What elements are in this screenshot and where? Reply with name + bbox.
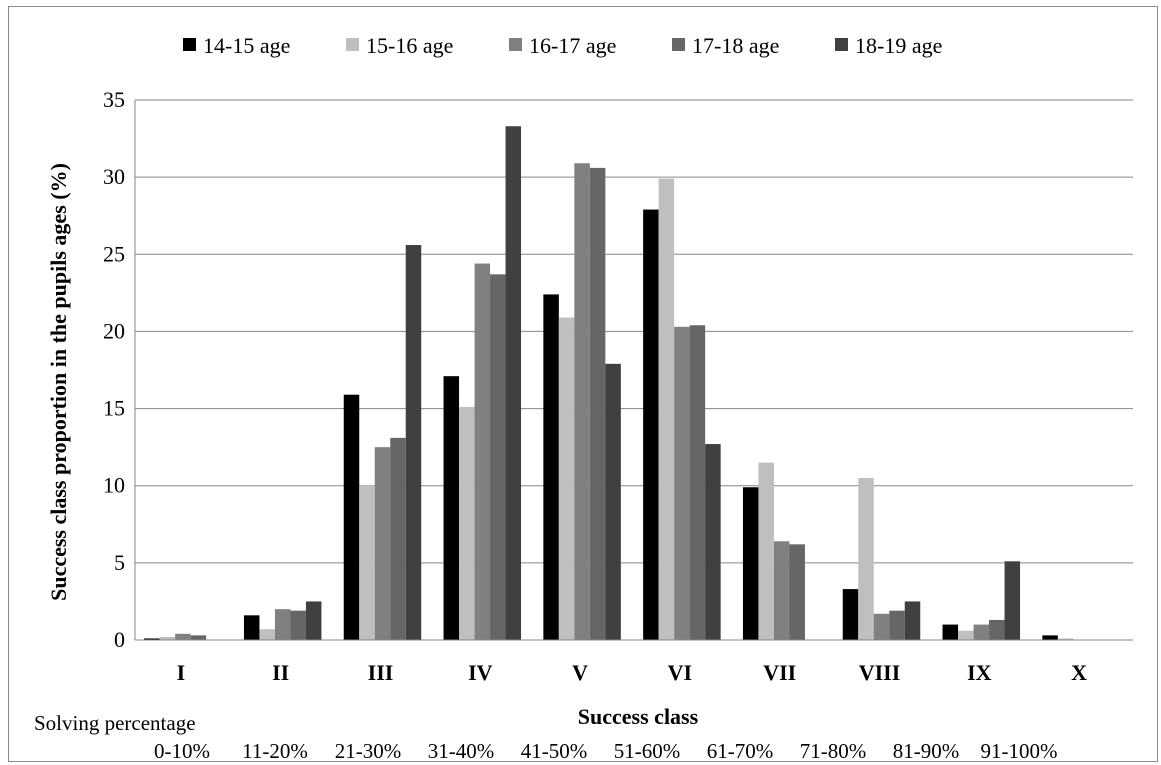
x-axis-title: Success class — [578, 704, 699, 729]
bar-v-14-15-age — [543, 294, 559, 640]
solving-percentage-labels: 0-10% 11-20% 21-30% 31-40% 41-50% 51-60% 61-70… — [154, 739, 1058, 763]
bar-vii-17-18-age — [789, 544, 805, 640]
bar-iv-15-16-age — [459, 407, 475, 640]
legend-label-16-17-age: 16-17 age — [529, 33, 616, 58]
bar-vii-14-15-age — [742, 487, 759, 640]
category-label-iii: III — [368, 660, 394, 685]
solving-percentage-4: 31-40% — [428, 739, 495, 763]
solving-percentage-7: 61-70% — [707, 739, 774, 763]
bar-x-15-16-age — [1057, 638, 1074, 640]
bar-v-17-18-age — [589, 167, 606, 640]
bar-vi-17-18-age — [689, 325, 706, 640]
bar-ix-14-15-age — [942, 624, 959, 640]
bar-ix-15-16-age — [958, 630, 974, 640]
bar-v-16-17-age — [574, 163, 590, 640]
bar-iv-16-17-age — [474, 263, 491, 640]
solving-percentage-6: 51-60% — [614, 739, 681, 763]
bar-viii-15-16-age — [858, 478, 874, 640]
bar-x-14-15-age — [1042, 635, 1058, 640]
bar-ii-15-16-age — [259, 629, 275, 640]
bar-i-17-18-age — [190, 635, 207, 640]
bar-iii-18-19-age — [405, 245, 422, 640]
bar-iii-15-16-age — [359, 485, 375, 640]
bar-iv-18-19-age — [505, 126, 522, 640]
legend-swatch-18-19-age — [835, 38, 848, 51]
y-tick-label-5: 5 — [114, 550, 125, 575]
bar-vii-15-16-age — [758, 462, 774, 640]
y-tick-label-20: 20 — [103, 318, 125, 343]
bar-ii-18-19-age — [305, 601, 322, 640]
legend-swatch-15-16-age — [346, 38, 359, 51]
legend-label-15-16-age: 15-16 age — [366, 33, 453, 58]
legend-label-18-19-age: 18-19 age — [855, 33, 942, 58]
y-tick-label-30: 30 — [103, 164, 125, 189]
solving-percentage-10: 91-100% — [981, 739, 1058, 763]
bar-v-15-16-age — [558, 317, 575, 640]
bar-vi-16-17-age — [674, 326, 690, 640]
category-label-i: I — [177, 660, 186, 685]
bar-i-15-16-age — [159, 636, 176, 640]
bar-iv-14-15-age — [443, 376, 460, 640]
y-tick-label-25: 25 — [103, 241, 125, 266]
bar-ii-16-17-age — [274, 609, 291, 640]
solving-percentage-1: 0-10% — [154, 739, 210, 763]
bars — [144, 126, 1074, 641]
bar-ix-18-19-age — [1004, 561, 1021, 640]
legend-swatch-17-18-age — [672, 38, 685, 51]
bar-viii-16-17-age — [873, 613, 890, 640]
solving-percentage-9: 81-90% — [893, 739, 960, 763]
category-label-ix: IX — [967, 660, 992, 685]
y-tick-label-35: 35 — [103, 87, 125, 112]
category-label-x: X — [1071, 660, 1087, 685]
category-label-viii: VIII — [859, 660, 901, 685]
category-label-vii: VII — [763, 660, 796, 685]
category-labels: I II III IV V VI VII VIII IX X — [177, 660, 1088, 685]
legend-swatch-16-17-age — [509, 38, 522, 51]
category-label-ii: II — [272, 660, 289, 685]
legend-swatch-14-15-age — [183, 38, 196, 51]
bar-i-14-15-age — [144, 638, 160, 640]
bar-v-18-19-age — [605, 363, 621, 640]
bar-vi-18-19-age — [705, 444, 721, 640]
solving-percentage-8: 71-80% — [800, 739, 867, 763]
bar-iv-17-18-age — [490, 274, 506, 640]
category-label-vi: VI — [668, 660, 692, 685]
solving-percentage-2: 11-20% — [242, 739, 308, 763]
y-axis-title: Success class proportion in the pupils a… — [46, 163, 71, 601]
solving-percentage-3: 21-30% — [335, 739, 402, 763]
bar-ix-16-17-age — [973, 624, 990, 640]
category-label-v: V — [572, 660, 588, 685]
y-tick-label-0: 0 — [114, 627, 125, 652]
y-tick-label-15: 15 — [103, 396, 125, 421]
legend: 14-15 age 15-16 age 16-17 age 17-18 age 18-1… — [183, 33, 942, 58]
bar-iii-14-15-age — [343, 394, 360, 640]
bar-ii-14-15-age — [243, 615, 260, 640]
bar-viii-18-19-age — [904, 601, 921, 640]
y-tick-label-10: 10 — [103, 473, 125, 498]
bar-vi-14-15-age — [643, 209, 659, 641]
bar-viii-17-18-age — [889, 610, 905, 640]
solving-percentage-5: 41-50% — [521, 739, 588, 763]
legend-label-17-18-age: 17-18 age — [692, 33, 779, 58]
solving-percentage-label: Solving percentage — [34, 711, 196, 735]
bar-ix-17-18-age — [989, 619, 1005, 640]
category-label-iv: IV — [468, 660, 493, 685]
legend-label-14-15-age: 14-15 age — [203, 33, 290, 58]
bar-iii-17-18-age — [390, 437, 406, 640]
bar-vi-15-16-age — [658, 178, 675, 640]
bar-i-16-17-age — [175, 633, 191, 640]
bar-ii-17-18-age — [290, 610, 306, 640]
bar-viii-14-15-age — [842, 589, 859, 640]
y-axis-ticks: 0 5 10 15 20 25 30 35 — [103, 87, 125, 652]
bar-iii-16-17-age — [374, 447, 391, 640]
gridlines — [135, 99, 1133, 564]
bar-vii-16-17-age — [773, 541, 790, 640]
chart-frame — [8, 6, 1158, 762]
